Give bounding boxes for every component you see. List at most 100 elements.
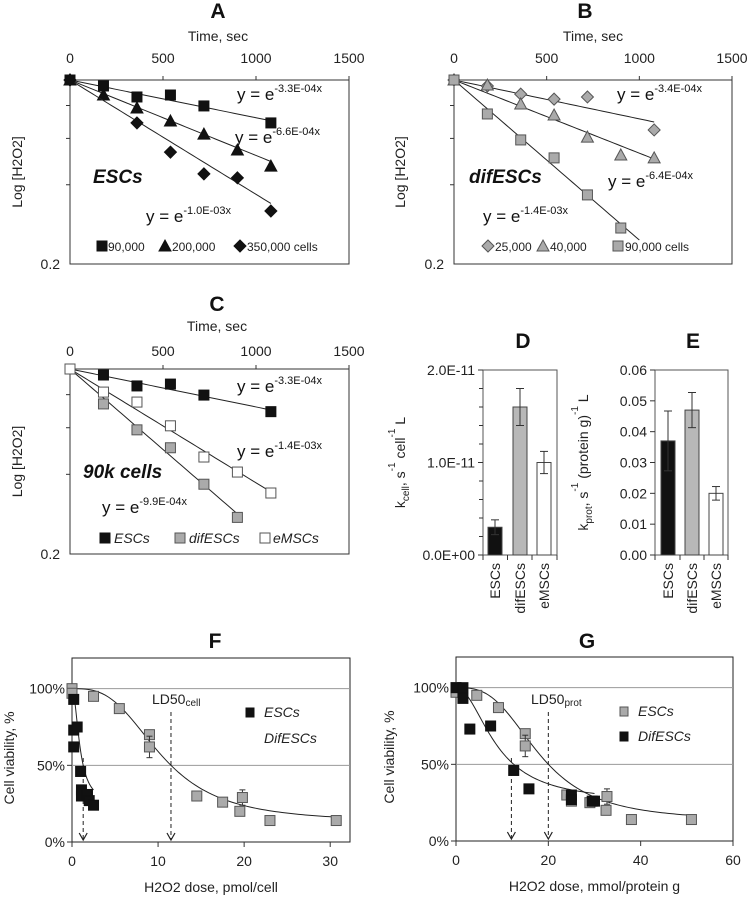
bar — [708, 492, 724, 556]
y-axis-label: kprot, s-1 (protein g)-1 L — [570, 394, 595, 530]
fit-line — [69, 368, 238, 515]
data-point — [131, 91, 143, 103]
category-label: difESCs — [684, 563, 700, 614]
x-tick-label: 40 — [633, 852, 649, 868]
data-point — [198, 451, 210, 463]
plot-area — [69, 79, 350, 265]
fit-line — [453, 79, 640, 241]
panel-e: E 0.00 0.01 0.02 0.03 0.04 0.05 0.06 ESCs difESCs… — [570, 330, 729, 614]
data-point — [647, 123, 661, 137]
y-tick-label: 50% — [37, 757, 65, 773]
data-point — [230, 142, 245, 156]
equation-base: y = e — [235, 128, 272, 147]
equation-base: y = e — [102, 498, 139, 517]
equation-base: y = e — [237, 85, 274, 104]
data-point — [613, 147, 628, 161]
x-tick-label: 1000 — [240, 50, 271, 66]
x-tick-label: 30 — [322, 853, 338, 869]
data-point — [464, 723, 476, 735]
fit-curve — [455, 687, 692, 816]
equation-exponent: -6.4E-04x — [645, 170, 693, 182]
y-tick-label: 0.2 — [41, 256, 61, 272]
data-point — [548, 152, 560, 164]
legend-label: ESCs — [638, 703, 674, 719]
data-point — [97, 398, 109, 410]
legend-marker — [619, 706, 629, 717]
legend-label: ESCs — [264, 704, 300, 720]
equation-base: y = e — [146, 207, 183, 226]
y-label-part: -1 — [570, 482, 581, 491]
data-point — [234, 805, 246, 817]
data-point — [236, 792, 248, 804]
data-point — [113, 703, 125, 715]
y-tick-label: 0% — [45, 834, 65, 850]
data-point — [581, 189, 593, 201]
data-point — [589, 795, 600, 807]
x-tick-label: 1000 — [624, 50, 655, 66]
legend-marker — [536, 238, 550, 252]
y-tick-label: 0.02 — [620, 485, 647, 501]
data-point — [198, 389, 210, 401]
panel-annotation: 90k cells — [83, 462, 162, 483]
y-tick-label: 0.2 — [425, 256, 445, 272]
data-point — [68, 693, 80, 705]
data-point — [88, 799, 100, 811]
y-label-part: L — [575, 394, 591, 406]
x-tick-label: 0 — [452, 852, 460, 868]
legend-marker — [619, 731, 629, 742]
data-point — [265, 406, 277, 418]
equation-exponent: -1.4E-03x — [520, 205, 568, 217]
y-axis-label: Cell viability, % — [1, 711, 17, 804]
y-label-part: cell — [392, 437, 408, 462]
data-point — [197, 167, 211, 181]
y-axis-label: Log [H2O2] — [9, 136, 25, 208]
data-point — [547, 92, 561, 106]
data-point — [231, 511, 243, 523]
panel-g: G 0% 50% 100% 0 20 40 60 H2O2 dose, mmol/protein… — [381, 630, 741, 894]
x-axis-label: H2O2 dose, mmol/protein g — [509, 878, 680, 894]
y-label-part: , s — [392, 471, 408, 486]
equation-exponent: -3.3E-04x — [274, 83, 322, 95]
plot-area — [71, 657, 351, 843]
legend-marker — [233, 239, 247, 253]
panel-c: C Time, sec 0 500 1000 1500 0.2 Log [H2O2] y = e… — [9, 293, 365, 562]
x-tick-label: 500 — [151, 343, 175, 359]
data-point — [131, 380, 143, 392]
data-point — [330, 815, 342, 827]
equation-exponent: -3.3E-04x — [274, 375, 322, 387]
y-tick-label: 0.0E+00 — [422, 547, 475, 563]
data-point — [457, 692, 469, 704]
x-tick-label: 0 — [450, 50, 458, 66]
equation-exponent: -1.4E-03x — [274, 440, 322, 452]
y-label-part: prot — [584, 506, 595, 523]
data-point — [580, 130, 595, 143]
y-tick-label: 1.0E-11 — [427, 455, 475, 471]
fit-equation: y = e-9.9E-04x — [102, 496, 188, 517]
y-label-part: L — [392, 417, 408, 429]
fit-equation: y = e-1.4E-03x — [483, 205, 569, 226]
legend-label: 90,000 — [108, 240, 145, 254]
x-axis-label: Time, sec — [188, 28, 248, 44]
data-point — [198, 100, 210, 112]
y-tick-label: 2.0E-11 — [427, 362, 475, 378]
data-point — [565, 794, 577, 806]
data-point — [131, 424, 143, 436]
y-label-part: k — [575, 523, 591, 531]
data-point — [130, 100, 144, 114]
data-point — [230, 171, 245, 185]
y-tick-label: 0.05 — [620, 393, 647, 409]
y-tick-label: 0.04 — [620, 424, 647, 440]
x-tick-label: 60 — [725, 852, 741, 868]
y-label-part: -1 — [570, 406, 581, 415]
data-point — [580, 90, 595, 104]
panel-f: F 0% 50% 100% 0 10 20 30 H2O2 dose, pmol/cell Cel… — [1, 630, 351, 895]
y-axis-label: Log [H2O2] — [9, 426, 25, 498]
data-point — [513, 96, 528, 110]
arrowhead-icon — [506, 831, 516, 841]
data-point — [264, 815, 276, 827]
data-point — [64, 363, 76, 375]
y-label-part: k — [392, 500, 408, 508]
data-point — [481, 108, 493, 120]
legend-marker — [612, 240, 624, 252]
